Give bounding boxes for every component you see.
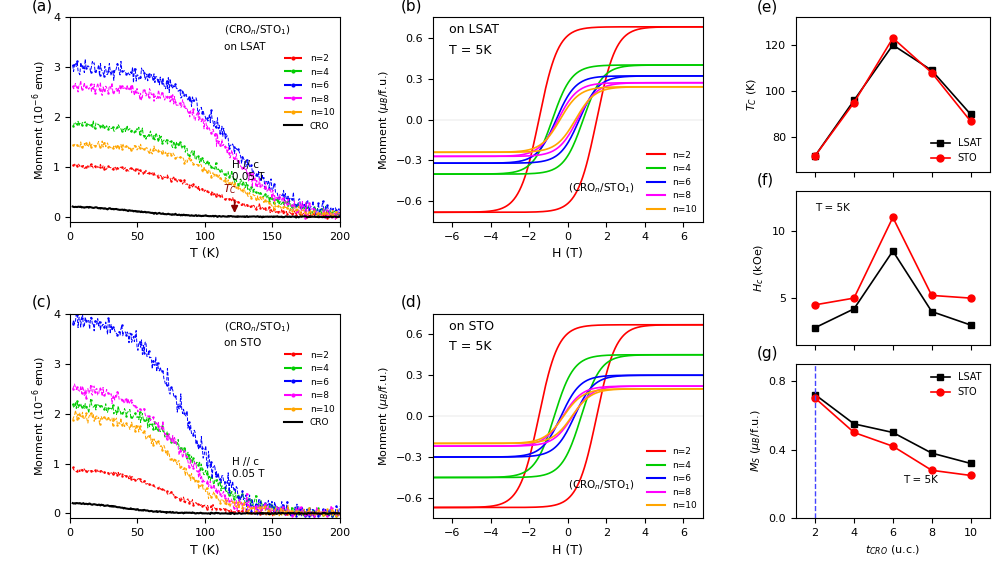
Text: (c): (c) bbox=[32, 295, 52, 310]
Y-axis label: Monment (10$^{-6}$ emu): Monment (10$^{-6}$ emu) bbox=[30, 59, 48, 180]
Legend: LSAT, STO: LSAT, STO bbox=[927, 369, 985, 401]
LSAT bbox=[965, 460, 977, 467]
Line: STO: STO bbox=[812, 395, 974, 479]
STO bbox=[848, 99, 860, 106]
Text: on STO: on STO bbox=[449, 320, 494, 333]
X-axis label: H (T): H (T) bbox=[552, 247, 583, 260]
Text: T = 5K: T = 5K bbox=[815, 203, 850, 213]
Text: H // c
0.05 T: H // c 0.05 T bbox=[232, 161, 264, 182]
LSAT bbox=[926, 67, 938, 74]
Line: LSAT: LSAT bbox=[812, 248, 974, 331]
LSAT bbox=[887, 41, 899, 48]
Text: (CRO$_n$/STO$_1$): (CRO$_n$/STO$_1$) bbox=[224, 24, 290, 37]
Line: STO: STO bbox=[812, 35, 974, 159]
Text: on STO: on STO bbox=[224, 339, 261, 348]
Y-axis label: Monment ($\mu_B$/f.u.): Monment ($\mu_B$/f.u.) bbox=[377, 366, 391, 467]
X-axis label: $t_{CRO}$ (u.c.): $t_{CRO}$ (u.c.) bbox=[865, 544, 920, 557]
STO bbox=[848, 295, 860, 302]
Text: (e): (e) bbox=[757, 0, 778, 14]
Legend: n=2, n=4, n=6, n=8, n=10: n=2, n=4, n=6, n=8, n=10 bbox=[644, 444, 701, 514]
Text: (g): (g) bbox=[757, 346, 778, 361]
X-axis label: T (K): T (K) bbox=[190, 544, 220, 556]
Text: on LSAT: on LSAT bbox=[224, 42, 265, 52]
STO bbox=[965, 118, 977, 124]
LSAT bbox=[809, 152, 821, 159]
STO bbox=[809, 301, 821, 308]
LSAT bbox=[965, 111, 977, 118]
Text: on LSAT: on LSAT bbox=[449, 24, 499, 36]
Text: (CRO$_n$/STO$_1$): (CRO$_n$/STO$_1$) bbox=[224, 320, 290, 334]
Text: (d): (d) bbox=[400, 295, 422, 310]
LSAT bbox=[809, 324, 821, 331]
STO bbox=[926, 69, 938, 76]
Text: T = 5K: T = 5K bbox=[449, 44, 492, 57]
LSAT bbox=[887, 248, 899, 255]
LSAT bbox=[965, 321, 977, 328]
LSAT bbox=[848, 97, 860, 104]
STO bbox=[809, 152, 821, 159]
Legend: n=2, n=4, n=6, n=8, n=10, CRO: n=2, n=4, n=6, n=8, n=10, CRO bbox=[281, 347, 338, 431]
Text: (b): (b) bbox=[400, 0, 422, 13]
Text: T = 5K: T = 5K bbox=[449, 340, 492, 354]
Y-axis label: $T_C$ (K): $T_C$ (K) bbox=[746, 78, 759, 111]
X-axis label: H (T): H (T) bbox=[552, 544, 583, 556]
STO bbox=[926, 292, 938, 299]
STO bbox=[887, 35, 899, 41]
Text: (f): (f) bbox=[757, 172, 774, 187]
X-axis label: T (K): T (K) bbox=[190, 247, 220, 260]
Y-axis label: $H_c$ (kOe): $H_c$ (kOe) bbox=[753, 244, 766, 292]
LSAT bbox=[848, 420, 860, 427]
STO bbox=[965, 472, 977, 479]
Line: STO: STO bbox=[812, 214, 974, 308]
Text: T = 5K: T = 5K bbox=[903, 475, 937, 485]
LSAT bbox=[848, 305, 860, 312]
Y-axis label: Monment (10$^{-6}$ emu): Monment (10$^{-6}$ emu) bbox=[30, 356, 48, 476]
LSAT bbox=[887, 429, 899, 436]
Legend: n=2, n=4, n=6, n=8, n=10, CRO: n=2, n=4, n=6, n=8, n=10, CRO bbox=[281, 51, 338, 134]
Y-axis label: Monment ($\mu_B$/f.u.): Monment ($\mu_B$/f.u.) bbox=[377, 69, 391, 170]
Text: (a): (a) bbox=[32, 0, 53, 13]
Y-axis label: $M_S$ ($\mu_B$/f.u.): $M_S$ ($\mu_B$/f.u.) bbox=[749, 410, 763, 472]
LSAT bbox=[926, 450, 938, 457]
LSAT bbox=[926, 308, 938, 315]
Line: LSAT: LSAT bbox=[812, 41, 974, 159]
Text: (CRO$_n$/STO$_1$): (CRO$_n$/STO$_1$) bbox=[568, 478, 634, 492]
Text: (CRO$_n$/STO$_1$): (CRO$_n$/STO$_1$) bbox=[568, 181, 634, 195]
STO bbox=[887, 443, 899, 450]
STO bbox=[965, 295, 977, 302]
Text: $T_C$: $T_C$ bbox=[223, 182, 238, 196]
Line: LSAT: LSAT bbox=[812, 391, 974, 467]
STO bbox=[848, 429, 860, 436]
STO bbox=[809, 395, 821, 401]
Legend: n=2, n=4, n=6, n=8, n=10: n=2, n=4, n=6, n=8, n=10 bbox=[644, 147, 701, 217]
STO bbox=[926, 467, 938, 473]
STO bbox=[887, 214, 899, 221]
LSAT bbox=[809, 391, 821, 398]
Legend: LSAT, STO: LSAT, STO bbox=[927, 134, 985, 167]
Text: H // c
0.05 T: H // c 0.05 T bbox=[232, 457, 264, 479]
